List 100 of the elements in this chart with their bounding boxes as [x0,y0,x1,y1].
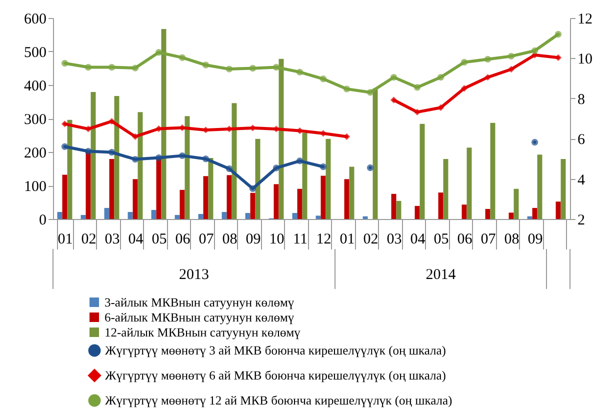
point [108,64,116,71]
y2-tick-label: 2 [578,212,585,228]
bar [302,132,308,219]
x-tick-label: 02 [81,232,96,248]
bar [326,138,331,219]
point [343,86,350,92]
bar [362,216,368,219]
point [272,164,280,172]
point [132,156,139,163]
bar [245,212,250,219]
bar [391,194,396,219]
bar [527,216,532,219]
bar [420,124,425,219]
bar [438,192,444,219]
point [272,64,280,71]
bar [174,214,180,219]
point [61,120,68,128]
x-tick-label: 01 [340,232,355,248]
point [61,60,68,67]
point [226,66,233,72]
x-tick-label: 09 [528,232,543,248]
bar [132,179,138,219]
bar [292,212,298,219]
point [132,64,139,72]
bar [396,200,402,219]
point [84,126,92,132]
point [414,84,421,91]
bar [320,176,326,219]
point [343,133,350,140]
bar [180,190,185,219]
bar [208,158,214,219]
x-tick-label: 06 [175,232,191,248]
bar [128,212,133,219]
bar [232,103,237,219]
point [531,138,538,146]
bar [67,120,72,219]
point [460,84,468,92]
x-tick-label: 04 [128,232,144,248]
point [61,143,68,150]
legend-label: 12-айлык МКВнын сатуунун көлөмү [104,325,302,340]
bar [297,188,302,219]
bar [90,92,96,219]
point [460,58,468,66]
point [437,104,444,111]
point [155,49,162,56]
bar [532,208,538,219]
legend-label: Жүгүртүү мөөнөтү 6 ай МКВ боюнча кирешелүүлүк (оң шкала) [105,368,446,382]
y-tick-label: 500 [24,45,46,61]
point [178,152,186,160]
bar [316,216,321,219]
x-tick-label: 07 [198,232,214,248]
point [554,54,562,61]
x-tick-label: 12 [316,232,332,248]
x-tick-label: 06 [457,232,473,248]
y-tick-label: 200 [24,146,46,162]
y-tick-label: 600 [24,12,46,28]
x-tick-label: 02 [363,232,378,248]
bar [222,212,227,219]
bar [462,204,467,219]
bar [414,206,420,219]
point [202,156,210,162]
text: 2013 [179,267,209,283]
point [296,68,304,76]
bar [490,122,496,219]
y-tick-label: 100 [24,179,46,195]
y-tick-label: 0 [39,212,46,228]
bar [138,112,143,219]
point [531,47,538,54]
text: 2014 [426,267,456,283]
point [484,74,492,81]
bar [57,212,62,219]
bar [278,58,284,219]
point [296,158,304,164]
y2-tick-label: 6 [578,132,586,148]
y2-tick-label: 12 [578,12,592,28]
bar [514,188,519,219]
point [132,133,139,140]
legend-label: Жүгүртүү мөөнөтү 12 ай МКВ боюнча кирешелүүлүк (оң шкала) [105,394,452,408]
bar [537,154,542,219]
point [226,165,233,172]
x-tick-label: 05 [434,232,449,248]
legend-label: 6-айлык МКВнын сатуунун көлөмү [104,310,295,324]
point [249,64,256,72]
y2-tick-label: 4 [578,172,586,188]
bar [184,116,190,219]
point [390,96,398,104]
x-tick-label: 05 [152,232,167,248]
bar [114,96,120,219]
point [84,148,92,155]
bar [104,208,110,219]
y-tick-label: 400 [24,78,46,94]
point [366,89,374,96]
x-tick-label: 07 [480,232,496,248]
x-tick-label: 03 [386,232,402,248]
x-tick-label: 11 [293,232,308,248]
point [155,154,162,162]
bar [274,184,279,219]
point [366,164,374,172]
point [390,74,398,81]
bar [255,138,260,219]
